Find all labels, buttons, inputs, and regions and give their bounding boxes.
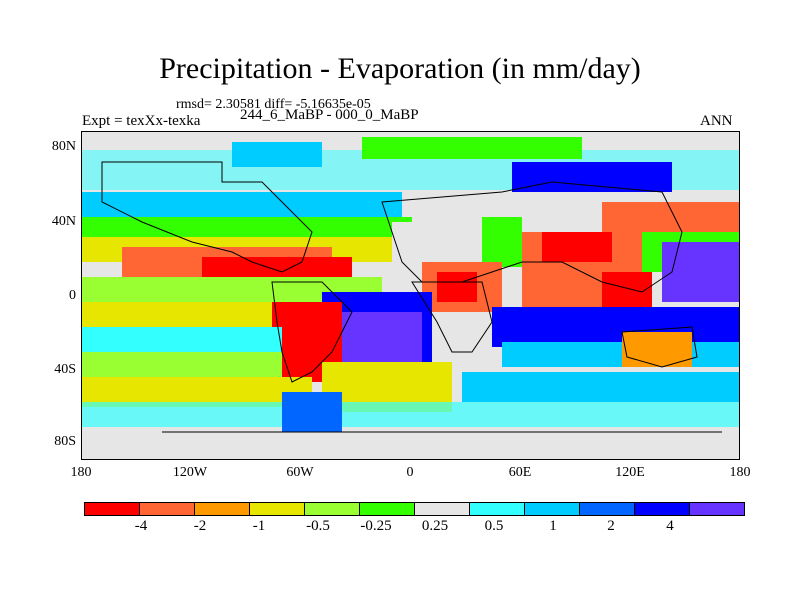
rmsd-diff-stats: rmsd= 2.30581 diff= -5.16635e-05 <box>176 97 371 112</box>
colorbar-label: 1 <box>549 518 557 534</box>
colorbar-label: -0.25 <box>360 518 392 534</box>
lat-tick-40n: 40N <box>51 214 76 229</box>
lon-tick-180w: 180 <box>70 465 92 480</box>
colorbar-label: -0.5 <box>306 518 330 534</box>
colorbar-segment <box>194 502 250 516</box>
season-label: ANN <box>700 113 733 129</box>
colorbar-label: 0.25 <box>421 518 449 534</box>
colorbar-segment <box>84 502 140 516</box>
lon-tick-180e: 180 <box>729 465 751 480</box>
lat-tick-0: 0 <box>69 288 76 303</box>
period-label: 244_6_MaBP - 000_0_MaBP <box>240 107 419 123</box>
colorbar-segment <box>414 502 470 516</box>
colorbar-label: -2 <box>193 518 207 534</box>
lat-tick-80n: 80N <box>51 139 76 154</box>
lon-tick-120e: 120E <box>615 465 645 480</box>
map-title: Precipitation - Evaporation (in mm/day) <box>159 52 641 85</box>
colorbar-segment <box>689 502 745 516</box>
colorbar-segment <box>304 502 360 516</box>
colorbar-segment <box>579 502 635 516</box>
colorbar-segment <box>634 502 690 516</box>
lon-tick-60e: 60E <box>508 465 532 480</box>
colorbar-label: 4 <box>666 518 674 534</box>
experiment-label: Expt = texXx-texka <box>82 113 201 129</box>
colorbar-segment <box>524 502 580 516</box>
colorbar <box>84 502 745 516</box>
lon-tick-120w: 120W <box>172 465 208 480</box>
colorbar-label: 0.5 <box>484 518 504 534</box>
lat-tick-80s: 80S <box>54 434 76 449</box>
colorbar-label: -1 <box>252 518 266 534</box>
lon-tick-0: 0 <box>406 465 414 480</box>
pme-difference-map <box>81 131 740 460</box>
lon-tick-60w: 60W <box>286 465 314 480</box>
colorbar-segment <box>139 502 195 516</box>
map-field-svg <box>82 132 739 459</box>
colorbar-label: -4 <box>134 518 148 534</box>
colorbar-segment <box>249 502 305 516</box>
lat-tick-40s: 40S <box>54 362 76 377</box>
colorbar-segment <box>359 502 415 516</box>
colorbar-segment <box>469 502 525 516</box>
colorbar-label: 2 <box>607 518 615 534</box>
